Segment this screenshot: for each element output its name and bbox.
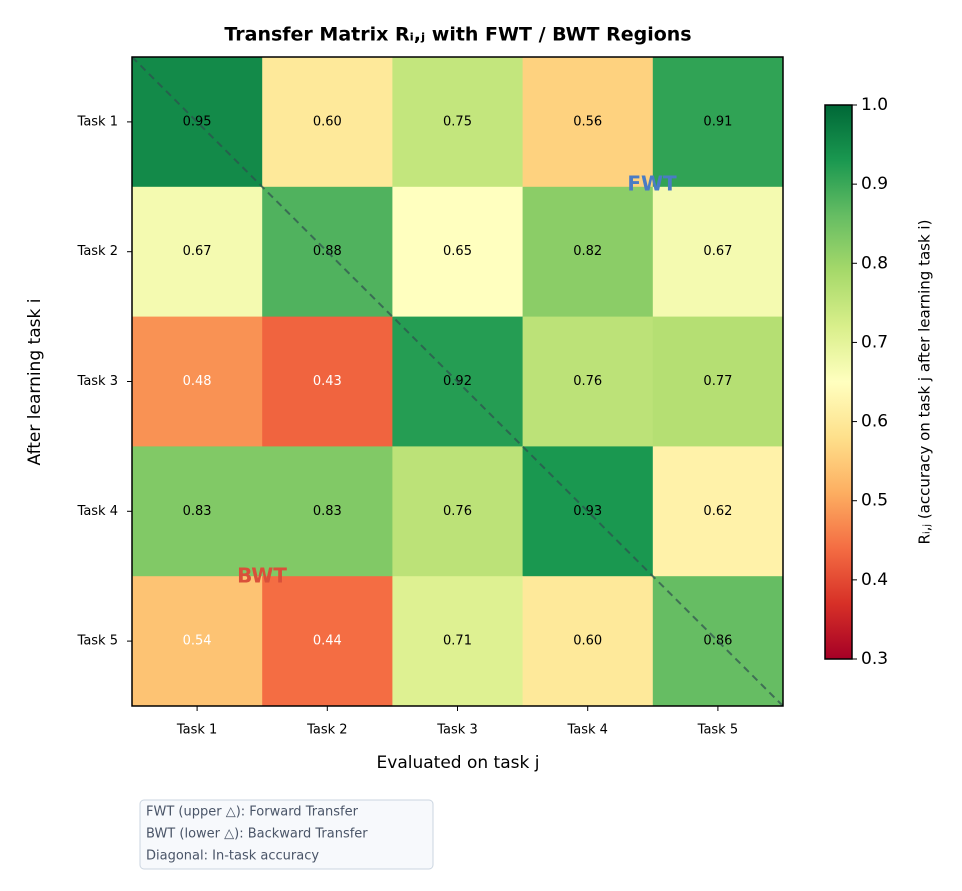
cell-label: 0.67: [703, 244, 732, 259]
cell-label: 0.60: [573, 634, 602, 649]
cell-label: 0.75: [443, 114, 472, 129]
cell-label: 0.95: [183, 114, 212, 129]
cell-label: 0.91: [703, 114, 732, 129]
note-box: [139, 799, 434, 870]
cell: [132, 316, 263, 447]
bwt-annotation: BWT: [237, 564, 287, 588]
note-line: Diagonal: In-task accuracy: [146, 849, 319, 864]
x-tick-label: Task 3: [436, 723, 477, 738]
cell: [392, 576, 524, 707]
cell-label: 0.83: [313, 504, 342, 519]
cell: [522, 186, 654, 318]
cell-label: 0.71: [443, 634, 472, 649]
x-tick-label: Task 4: [566, 723, 607, 738]
x-tick-label: Task 2: [306, 723, 347, 738]
colorbar-tick-label: 0.8: [861, 253, 888, 273]
cell: [652, 57, 784, 188]
cell-label: 0.65: [443, 244, 472, 259]
cell-label: 0.82: [573, 244, 602, 259]
fwt-annotation: FWT: [627, 172, 677, 196]
cell-label: 0.56: [573, 114, 602, 129]
x-axis-label: Evaluated on task j: [377, 753, 540, 773]
colorbar-tick-label: 0.7: [861, 332, 888, 352]
cell: [132, 446, 263, 577]
y-tick-label: Task 3: [77, 374, 118, 389]
y-tick-label: Task 4: [77, 504, 118, 519]
cell: [652, 316, 784, 447]
cell-label: 0.48: [183, 374, 212, 389]
note-line: FWT (upper △): Forward Transfer: [146, 805, 359, 820]
cell: [132, 576, 263, 707]
x-tick-label: Task 1: [176, 723, 217, 738]
colorbar-tick-label: 0.4: [861, 570, 888, 590]
cell-label: 0.83: [183, 504, 212, 519]
y-axis-label: After learning task i: [25, 299, 45, 466]
cell-label: 0.44: [313, 634, 342, 649]
colorbar-tick-label: 0.9: [861, 174, 888, 194]
cell: [392, 446, 524, 577]
colorbar-tick-label: 1.0: [861, 95, 888, 115]
y-tick-label: Task 2: [77, 244, 118, 259]
colorbar-tick-label: 0.5: [861, 491, 888, 511]
note-line: BWT (lower △): Backward Transfer: [146, 827, 368, 842]
cell-label: 0.76: [443, 504, 472, 519]
y-tick-label: Task 1: [77, 114, 118, 129]
cell-label: 0.93: [573, 504, 602, 519]
cell: [522, 576, 654, 707]
cell: [262, 446, 393, 577]
diagonal-line: [131, 56, 784, 707]
chart-title: Transfer Matrix Rᵢ,ⱼ with FWT / BWT Regi…: [224, 24, 691, 46]
cell-label: 0.67: [183, 244, 212, 259]
cell-label: 0.88: [313, 244, 342, 259]
cell: [262, 316, 393, 447]
cell: [262, 57, 393, 188]
colorbar-tick-label: 0.3: [861, 649, 888, 669]
colorbar: [824, 104, 853, 660]
cell: [652, 186, 784, 318]
cell: [262, 576, 393, 707]
cell-label: 0.54: [183, 634, 212, 649]
cell: [522, 57, 654, 188]
colorbar-tick-label: 0.6: [861, 412, 888, 432]
cell-label: 0.77: [703, 374, 732, 389]
y-tick-label: Task 5: [77, 634, 118, 649]
cell-label: 0.62: [703, 504, 732, 519]
cell-label: 0.76: [573, 374, 602, 389]
colorbar-label: Rᵢ,ⱼ (accuracy on task j after learning …: [916, 220, 934, 545]
cell: [132, 186, 263, 318]
x-tick-label: Task 5: [697, 723, 738, 738]
cell: [392, 57, 524, 188]
cell: [522, 316, 654, 447]
cell-label: 0.86: [703, 634, 732, 649]
cell-label: 0.60: [313, 114, 342, 129]
cell: [392, 186, 524, 318]
cell-label: 0.43: [313, 374, 342, 389]
cell: [652, 446, 784, 577]
